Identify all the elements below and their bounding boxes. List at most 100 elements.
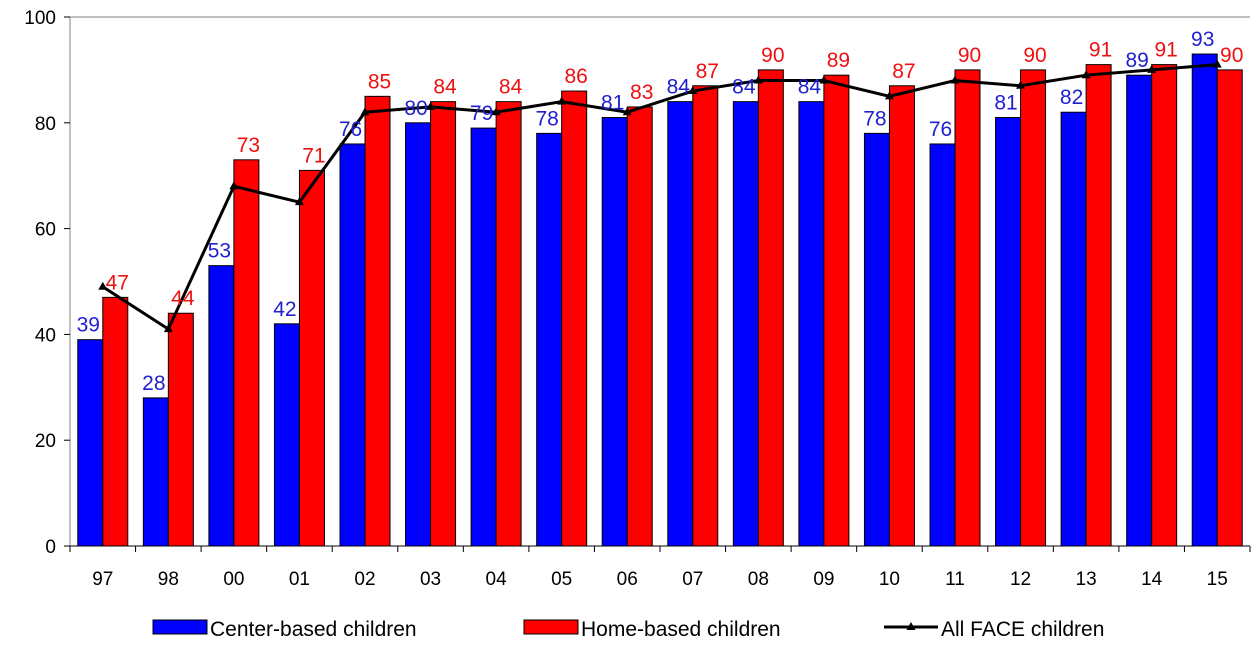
legend-swatch-home-based [523,619,579,635]
bar-center-based [142,397,169,547]
data-label-center: 76 [929,118,952,141]
line-marker-all-face [1081,70,1091,79]
x-tick-label: 00 [223,569,244,590]
bar-center-based [798,101,825,547]
bar-home-based [1216,69,1243,547]
x-tick-label: 12 [1010,569,1031,590]
line-marker-all-face [360,107,370,116]
bar-center-based [1126,74,1153,547]
bar-center-based [536,132,563,547]
bar-center-based [1060,111,1087,547]
x-tick-label: 08 [748,569,769,590]
bar-home-based [430,101,457,547]
y-tick-label: 20 [35,431,56,452]
bar-center-based [339,143,366,547]
line-marker-all-face [688,86,698,95]
data-label-center: 28 [142,372,165,395]
data-label-center: 89 [1125,49,1148,72]
data-label-home: 91 [1089,39,1112,62]
data-label-home: 87 [696,60,719,83]
bar-home-based [626,106,653,547]
data-label-home: 90 [761,44,784,67]
data-label-home: 84 [499,76,523,99]
x-tick-label: 13 [1076,569,1097,590]
x-tick-label: 02 [354,569,375,590]
data-label-home: 71 [302,144,325,167]
line-marker-all-face [294,197,304,206]
data-label-home: 91 [1154,39,1177,62]
bar-home-based [1020,69,1047,547]
line-series [98,59,1222,333]
data-label-home: 73 [237,134,260,157]
line-marker-all-face [557,96,567,105]
line-marker-all-face [1212,59,1222,68]
bar-center-based [667,101,694,547]
data-label-center: 81 [601,92,624,115]
data-label-home: 89 [827,49,850,72]
data-label-home: 90 [1220,44,1243,67]
x-tick-label: 10 [879,569,900,590]
data-label-center: 84 [667,76,691,99]
bar-center-based [470,127,497,547]
data-label-home: 86 [564,65,587,88]
line-marker-all-face [950,75,960,84]
legend-label-center-based: Center-based children [210,618,417,641]
data-label-center: 53 [208,240,231,263]
legend-marker-all-face [906,622,916,630]
line-marker-all-face [884,91,894,100]
data-label-center: 84 [732,76,756,99]
data-label-center: 76 [339,118,362,141]
line-marker-all-face [1147,64,1157,73]
bar-center-based [732,101,759,547]
x-tick-label: 07 [682,569,703,590]
bar-center-based [208,265,235,547]
x-tick-label: 14 [1141,569,1163,590]
legend: Center-based children Home-based children… [152,618,1104,641]
line-marker-all-face [98,281,108,290]
data-label-center: 84 [798,76,822,99]
bar-home-based [692,85,719,547]
line-all-face [101,63,1218,332]
bar-home-based [495,101,522,547]
bar-center-based [273,323,300,547]
legend-label-all-face: All FACE children [941,618,1104,641]
data-label-home: 47 [106,271,129,294]
y-tick-label: 100 [24,8,56,29]
data-label-home: 83 [630,81,653,104]
line-marker-all-face [163,324,173,333]
x-tick-label: 97 [92,569,113,590]
x-tick-label: 06 [617,569,638,590]
bar-center-based [929,143,956,547]
bar-home-based [167,312,194,547]
data-label-home: 90 [958,44,981,67]
x-tick-label: 01 [289,569,310,590]
bar-center-based [1191,53,1218,547]
axes: 0 20 40 60 80 100 97 98 00 01 02 03 04 05 06 07 08 09 10 11… [24,8,1251,590]
data-label-center: 81 [994,92,1017,115]
x-tick-label: 98 [158,569,179,590]
bar-home-based [561,90,588,547]
bar-home-based [823,74,850,547]
legend-label-home-based: Home-based children [581,618,781,641]
bar-home-based [757,69,784,547]
data-label-center: 80 [404,97,427,120]
bar-home-based [1085,64,1112,547]
line-marker-all-face [1016,80,1026,89]
bar-home-based [888,85,915,547]
bar-home-based [954,69,981,547]
data-label-center: 78 [535,107,558,130]
bar-center-based [601,117,628,547]
line-marker-all-face [491,107,501,116]
data-label-home: 87 [892,60,915,83]
bar-home-based [298,169,325,547]
line-marker-all-face [426,101,436,110]
bar-home-based [233,159,260,547]
data-label-center: 42 [273,298,296,321]
line-marker-all-face [819,75,829,84]
x-tick-label: 05 [551,569,572,590]
y-tick-label: 80 [35,114,56,135]
y-tick-label: 0 [45,537,56,558]
y-tick-label: 40 [35,325,56,346]
